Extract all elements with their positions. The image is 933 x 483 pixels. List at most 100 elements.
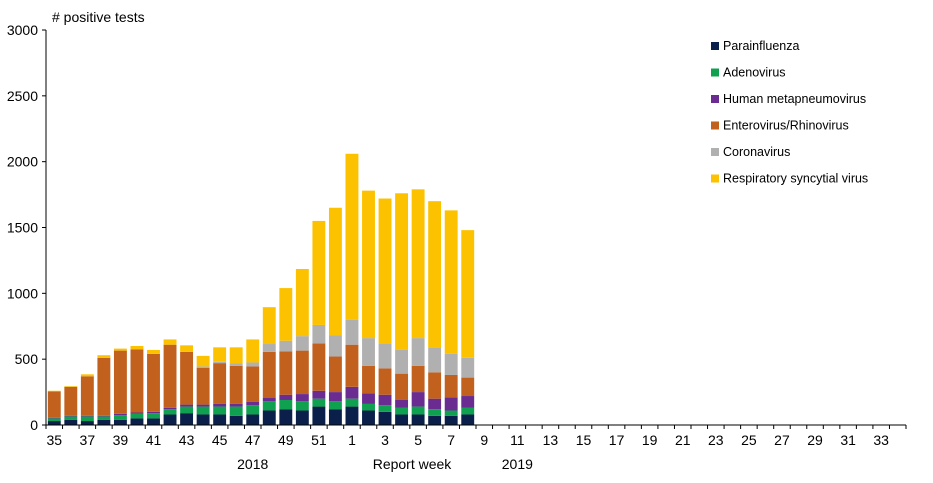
bar-segment-respiratory-syncytial-virus-week-8: [461, 230, 475, 358]
bar-segment-respiratory-syncytial-virus-week-40: [130, 346, 144, 350]
bar-segment-enterovirus-rhinovirus-week-49: [279, 351, 293, 395]
bar-segment-adenovirus-week-6: [428, 409, 442, 416]
bar-segment-human-metapneumovirus-week-48: [262, 398, 276, 402]
bar-segment-human-metapneumovirus-week-41: [147, 411, 160, 414]
legend-label: Respiratory syncytial virus: [723, 172, 868, 186]
legend-swatch: [711, 121, 719, 130]
bar-segment-enterovirus-rhinovirus-week-35: [47, 391, 61, 418]
bar-segment-coronavirus-week-8: [461, 357, 475, 378]
bar-segment-respiratory-syncytial-virus-week-45: [213, 347, 227, 362]
bar-segment-enterovirus-rhinovirus-week-52: [328, 356, 342, 393]
bar-segment-adenovirus-week-52: [328, 401, 342, 410]
bar-segment-parainfluenza-week-52: [328, 409, 342, 425]
bar-segment-coronavirus-week-1: [345, 319, 359, 345]
y-tick-label: 3000: [7, 22, 38, 38]
bar-segment-human-metapneumovirus-week-2: [362, 393, 375, 404]
bar-segment-adenovirus-week-1: [345, 398, 359, 407]
legend-swatch: [711, 174, 719, 183]
bar-segment-coronavirus-week-47: [246, 362, 260, 367]
x-tick-label: 39: [113, 432, 129, 448]
bar-segment-coronavirus-week-7: [444, 353, 458, 375]
bar-segment-parainfluenza-week-42: [163, 414, 177, 425]
bar-segment-enterovirus-rhinovirus-week-5: [411, 365, 425, 393]
bar-segment-human-metapneumovirus-week-45: [213, 403, 227, 407]
bar-segment-respiratory-syncytial-virus-week-4: [395, 193, 409, 350]
bar-segment-enterovirus-rhinovirus-week-7: [444, 374, 458, 398]
bar-segment-parainfluenza-week-1: [345, 406, 359, 425]
bar-segment-adenovirus-week-2: [362, 403, 375, 411]
bar-segment-human-metapneumovirus-week-37: [80, 415, 94, 417]
bar-segment-adenovirus-week-41: [147, 413, 160, 419]
bar-segment-human-metapneumovirus-week-5: [411, 392, 425, 407]
bar-segment-adenovirus-week-3: [378, 405, 392, 412]
x-tick-label: 5: [414, 432, 422, 448]
bar-segment-respiratory-syncytial-virus-week-38: [97, 355, 111, 358]
bar-segment-respiratory-syncytial-virus-week-47: [246, 339, 260, 363]
bar-segment-adenovirus-week-50: [295, 401, 309, 411]
y-axis-title: # positive tests: [52, 9, 145, 25]
bar-segment-respiratory-syncytial-virus-week-5: [411, 189, 425, 339]
bar-segment-coronavirus-week-50: [295, 336, 309, 351]
bar-segment-adenovirus-week-43: [180, 406, 194, 414]
bar-segment-parainfluenza-week-35: [47, 421, 61, 425]
bar-segment-parainfluenza-week-36: [64, 419, 78, 425]
legend-label: Parainfluenza: [723, 39, 799, 53]
bar-segment-enterovirus-rhinovirus-week-45: [213, 363, 227, 404]
x-tick-label: 17: [609, 432, 625, 448]
x-tick-label: 21: [675, 432, 691, 448]
bar-segment-adenovirus-week-44: [196, 406, 210, 415]
bar-segment-adenovirus-week-4: [395, 407, 409, 415]
x-tick-label: 27: [774, 432, 790, 448]
bar-segment-adenovirus-week-5: [411, 406, 425, 415]
bar-segment-parainfluenza-week-47: [246, 414, 260, 425]
bar-segment-coronavirus-week-51: [312, 324, 326, 344]
bar-segment-parainfluenza-week-38: [97, 419, 111, 425]
x-tick-label: 45: [212, 432, 228, 448]
bar-segment-parainfluenza-week-37: [80, 421, 94, 425]
legend-item: Adenovirus: [711, 66, 786, 80]
bar-segment-parainfluenza-week-3: [378, 411, 392, 425]
x-tick-label: 7: [447, 432, 455, 448]
bar-segment-parainfluenza-week-49: [279, 409, 293, 425]
bar-segment-respiratory-syncytial-virus-week-36: [64, 386, 78, 387]
x-tick-label: 35: [46, 432, 62, 448]
bar-segment-parainfluenza-week-7: [444, 415, 458, 425]
bar-segment-enterovirus-rhinovirus-week-46: [229, 365, 243, 404]
x-tick-label: 43: [179, 432, 195, 448]
bar-segment-human-metapneumovirus-week-46: [229, 403, 243, 407]
x-tick-label: 19: [642, 432, 658, 448]
bar-segment-coronavirus-week-6: [428, 347, 442, 373]
legend-swatch: [711, 148, 719, 156]
bar-segment-human-metapneumovirus-week-47: [246, 401, 260, 406]
legend-item: Respiratory syncytial virus: [711, 172, 868, 186]
bar-segment-enterovirus-rhinovirus-week-43: [180, 351, 194, 405]
x-tick-label: 9: [480, 432, 488, 448]
bar-segment-human-metapneumovirus-week-40: [130, 412, 144, 414]
bar-segment-enterovirus-rhinovirus-week-37: [80, 376, 94, 416]
bar-segment-human-metapneumovirus-week-7: [444, 397, 458, 411]
bar-segment-parainfluenza-week-51: [312, 406, 326, 425]
bar-segment-human-metapneumovirus-week-8: [461, 396, 475, 408]
bars-group: [47, 153, 475, 425]
bar-segment-human-metapneumovirus-week-4: [395, 399, 409, 408]
legend-label: Coronavirus: [723, 145, 790, 159]
bar-segment-parainfluenza-week-46: [229, 415, 243, 425]
x-tick-label: 15: [576, 432, 592, 448]
bar-segment-adenovirus-week-37: [80, 416, 94, 422]
legend-swatch: [711, 95, 719, 103]
y-tick-label: 1500: [7, 220, 38, 236]
bar-segment-enterovirus-rhinovirus-week-2: [362, 365, 375, 394]
bar-segment-enterovirus-rhinovirus-week-41: [147, 353, 160, 412]
bar-segment-enterovirus-rhinovirus-week-36: [64, 386, 78, 416]
bar-segment-parainfluenza-week-41: [147, 418, 160, 425]
bar-segment-respiratory-syncytial-virus-week-6: [428, 201, 442, 348]
bar-segment-parainfluenza-week-6: [428, 415, 442, 425]
x-tick-label: 47: [245, 432, 261, 448]
bar-segment-enterovirus-rhinovirus-week-47: [246, 366, 260, 402]
x-tick-label: 37: [80, 432, 96, 448]
bar-segment-enterovirus-rhinovirus-week-50: [295, 350, 309, 395]
bar-segment-respiratory-syncytial-virus-week-7: [444, 210, 458, 354]
x-tick-label: 29: [807, 432, 823, 448]
bar-segment-coronavirus-week-4: [395, 349, 409, 374]
